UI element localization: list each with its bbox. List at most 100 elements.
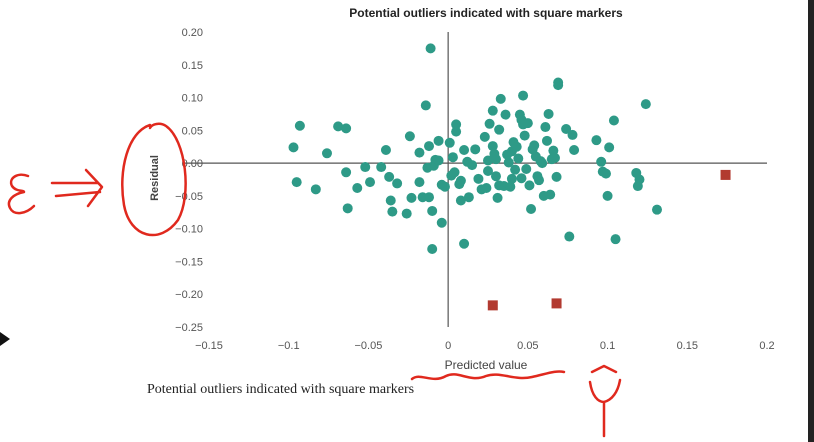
- data-point: [401, 208, 412, 219]
- data-point: [451, 126, 462, 137]
- data-point: [569, 145, 580, 155]
- data-point: [492, 192, 503, 203]
- x-tick-label: 0.15: [677, 340, 698, 352]
- data-point: [385, 195, 396, 206]
- data-point: [490, 171, 501, 182]
- residual-circle-scribble: [121, 122, 187, 237]
- data-point: [433, 155, 444, 166]
- data-point: [425, 43, 436, 54]
- data-point: [365, 177, 376, 188]
- data-point: [522, 118, 533, 129]
- data-point: [537, 158, 548, 169]
- data-point: [473, 173, 484, 184]
- data-point: [510, 164, 521, 175]
- data-point: [549, 152, 560, 163]
- data-point: [634, 174, 645, 185]
- data-point: [387, 206, 398, 217]
- data-point: [404, 131, 415, 142]
- data-point: [341, 167, 352, 178]
- data-point: [321, 148, 332, 159]
- data-point: [444, 137, 455, 148]
- data-point: [384, 171, 395, 182]
- data-point: [524, 180, 535, 191]
- data-point: [541, 135, 552, 146]
- data-point: [519, 130, 530, 141]
- data-point: [596, 156, 607, 167]
- data-point: [406, 192, 417, 203]
- data-point: [392, 178, 403, 189]
- data-point: [600, 168, 611, 179]
- y-tick-label: −0.10: [175, 224, 203, 236]
- arrow-scribble: [50, 168, 104, 208]
- data-point: [451, 119, 462, 130]
- data-point: [341, 123, 352, 134]
- data-point: [503, 157, 514, 168]
- data-point: [487, 105, 498, 116]
- x-tick-label: 0.1: [600, 340, 615, 352]
- data-point: [518, 90, 529, 101]
- data-point: [439, 181, 450, 192]
- data-point: [540, 122, 551, 133]
- data-point: [360, 162, 371, 173]
- data-point: [449, 167, 460, 178]
- x-tick-label: 0.2: [759, 340, 774, 352]
- data-point: [455, 175, 466, 186]
- data-point: [424, 141, 435, 152]
- data-point: [436, 217, 447, 228]
- data-point: [608, 115, 619, 126]
- play-icon[interactable]: [0, 332, 10, 346]
- handwritten-annotations: [7, 122, 622, 438]
- data-point: [567, 129, 578, 140]
- data-point: [564, 231, 575, 242]
- data-point: [610, 234, 621, 245]
- data-point: [291, 177, 302, 188]
- data-point: [427, 205, 438, 216]
- data-point: [427, 243, 438, 254]
- data-point: [333, 121, 344, 132]
- data-point: [543, 108, 554, 119]
- data-point: [376, 162, 387, 173]
- x-tick-label: −0.05: [355, 340, 383, 352]
- data-point: [481, 183, 492, 194]
- data-point: [551, 171, 562, 182]
- data-point: [487, 141, 498, 152]
- data-point: [470, 144, 481, 155]
- x-tick-label: 0.05: [517, 340, 538, 352]
- data-point: [526, 204, 537, 214]
- data-point: [506, 173, 517, 184]
- data-point: [651, 204, 662, 215]
- data-point: [516, 173, 527, 184]
- x-tick-label: −0.15: [195, 340, 223, 352]
- data-point: [604, 142, 615, 153]
- y-tick-label: −0.20: [175, 289, 203, 301]
- data-point: [380, 145, 391, 155]
- epsilon-scribble: [7, 173, 36, 215]
- data-point: [553, 77, 564, 88]
- data-point: [420, 100, 431, 111]
- data-point: [414, 177, 425, 188]
- data-point: [545, 189, 556, 200]
- x-tick-label: −0.1: [278, 340, 300, 352]
- data-point: [505, 181, 516, 192]
- data-point: [511, 141, 522, 152]
- y-tick-label: 0.15: [182, 60, 203, 72]
- data-point: [513, 153, 524, 164]
- y-tick-label: 0.20: [182, 27, 203, 39]
- data-point: [495, 93, 506, 104]
- y-tick-label: −0.25: [175, 322, 203, 334]
- x-tick-label: 0: [445, 340, 451, 352]
- x-axis-label: Predicted value: [445, 358, 528, 372]
- y-tick-label: 0.05: [182, 125, 203, 137]
- data-points: [288, 43, 731, 311]
- data-point: [447, 152, 458, 163]
- y-hat-scribble: [588, 364, 622, 438]
- data-point: [500, 109, 511, 120]
- x-tick-labels: −0.15 −0.1 −0.05 0 0.05 0.1 0.15 0.2: [195, 340, 775, 352]
- chart-title: Potential outliers indicated with square…: [349, 6, 623, 20]
- data-point: [459, 238, 470, 249]
- data-point: [602, 190, 613, 201]
- data-point: [534, 175, 545, 186]
- figure-caption: Potential outliers indicated with square…: [147, 382, 415, 397]
- data-point: [561, 124, 572, 135]
